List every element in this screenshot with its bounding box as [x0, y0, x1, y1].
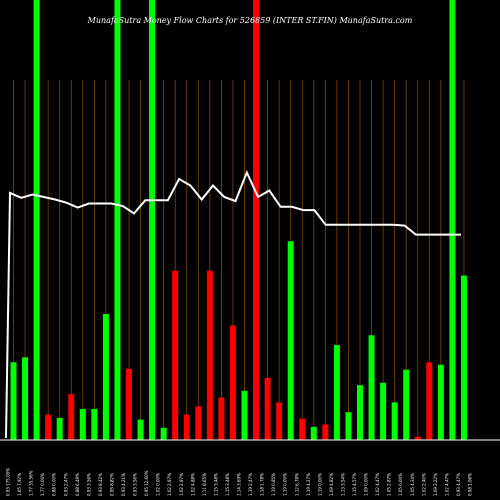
bar-red — [299, 418, 306, 440]
x-tick-label: 0.88 0.00% — [52, 473, 57, 496]
x-tick-label: 1.02 2.40% — [421, 473, 426, 496]
bar-green — [357, 385, 363, 440]
x-tick-label: 0.93 4.47% — [456, 473, 461, 496]
x-tick-label: 1.65 7.92% — [17, 473, 22, 496]
x-tick-label: 1.19 0.00% — [317, 473, 322, 496]
bar-red — [172, 270, 179, 440]
x-tick-label: 0.98 1.06% — [468, 473, 473, 496]
x-tick-label: 1.05 2.87% — [387, 473, 392, 496]
x-tick-label: 1.09 4.82% — [329, 473, 334, 496]
bar-green — [160, 427, 167, 440]
bar-red — [264, 377, 271, 440]
x-tick-label: 1.15 3.48% — [225, 473, 230, 496]
x-tick-label: 1.15 3.48% — [213, 473, 218, 496]
x-tick-label: 1.02 4.47% — [444, 473, 449, 496]
x-tick-label: 1.14 3.69% — [237, 473, 242, 496]
bar-green — [333, 345, 340, 440]
x-tick-label: 1.09 2.22% — [433, 473, 438, 496]
bar-red — [414, 436, 421, 440]
bar-red — [206, 270, 213, 440]
x-tick-label: 1.02 4.88% — [190, 473, 195, 496]
bar-red — [218, 397, 225, 440]
x-tick-label: 1.19 0.85% — [271, 473, 276, 496]
bar-green — [10, 362, 17, 440]
bar-green — [33, 0, 40, 440]
x-tick-label: 1.12 6.78% — [294, 473, 299, 496]
price-line — [5, 169, 461, 439]
bar-red — [68, 394, 75, 440]
x-tick-label: 1.05 4.34% — [410, 473, 415, 496]
bar-green — [403, 369, 410, 440]
bar-green — [449, 0, 456, 440]
bar-green — [137, 419, 144, 440]
bar-green — [437, 364, 444, 440]
x-tick-label: 0.93 175.00% — [6, 468, 11, 496]
bar-red — [426, 362, 433, 440]
bar-red — [45, 414, 52, 440]
bar-green — [345, 412, 352, 440]
x-tick-label: 1.19 4.27% — [306, 473, 311, 496]
bar-green — [241, 390, 248, 440]
x-tick-label: 1.19 2.47% — [248, 473, 253, 496]
x-tick-label: 1.02 2.97% — [179, 473, 184, 496]
bar-red — [253, 0, 260, 440]
bar-green — [91, 408, 98, 440]
bar-green — [368, 335, 375, 440]
x-tick-label: 1.02 4.47% — [375, 473, 380, 496]
x-tick-label: 1.18 1.78% — [260, 473, 265, 496]
x-tick-label: 0.93 3.56% — [133, 473, 138, 496]
x-tick-label: 1.77 35.56% — [29, 470, 34, 496]
bar-red — [276, 402, 283, 440]
x-tick-label: 1.77 0.00% — [40, 473, 45, 496]
x-tick-label: 1.05 0.00% — [398, 473, 403, 496]
bar-green — [114, 0, 121, 440]
x-tick-label: 0.93 8.42% — [98, 473, 103, 496]
x-tick-label: 1.19 0.00% — [283, 473, 288, 496]
x-tick-label: 1.15 4.57% — [352, 473, 357, 496]
bar-green — [79, 408, 86, 440]
x-tick-label: 0.93 4.21% — [121, 473, 126, 496]
bar-red — [322, 424, 329, 440]
chart-title: MunafaSutra Money Flow Charts for 526859… — [87, 16, 413, 25]
x-tick-label: 1.09 0.00% — [364, 473, 369, 496]
grid-lines — [13, 80, 465, 440]
bar-green — [380, 382, 387, 440]
x-tick-label: 1.02 2.97% — [167, 473, 172, 496]
bar-red — [229, 325, 236, 440]
bar-green — [391, 402, 398, 440]
x-tick-label: 0.95 12.60% — [144, 470, 149, 496]
bar-green — [460, 275, 467, 440]
bar-red — [195, 406, 202, 440]
x-tick-label: 0.93 3.56% — [86, 473, 91, 496]
x-tick-label: 1.13 3.54% — [340, 473, 345, 496]
bar-red — [126, 368, 132, 440]
bar-green — [102, 314, 109, 440]
x-tick-label: 1.11 8.65% — [202, 473, 207, 496]
bar-green — [56, 417, 63, 440]
bar-green — [22, 357, 29, 440]
x-tick-label: 0.88 6.49% — [75, 473, 80, 496]
x-tick-label: 1.02 0.00% — [156, 473, 161, 496]
bar-green — [287, 241, 294, 440]
x-tick-label: 0.93 2.47% — [63, 473, 68, 496]
bar-green — [310, 426, 317, 440]
bar-red — [183, 414, 190, 440]
bar-green — [149, 0, 156, 440]
x-tick-label: 0.95 8.82% — [109, 473, 114, 496]
